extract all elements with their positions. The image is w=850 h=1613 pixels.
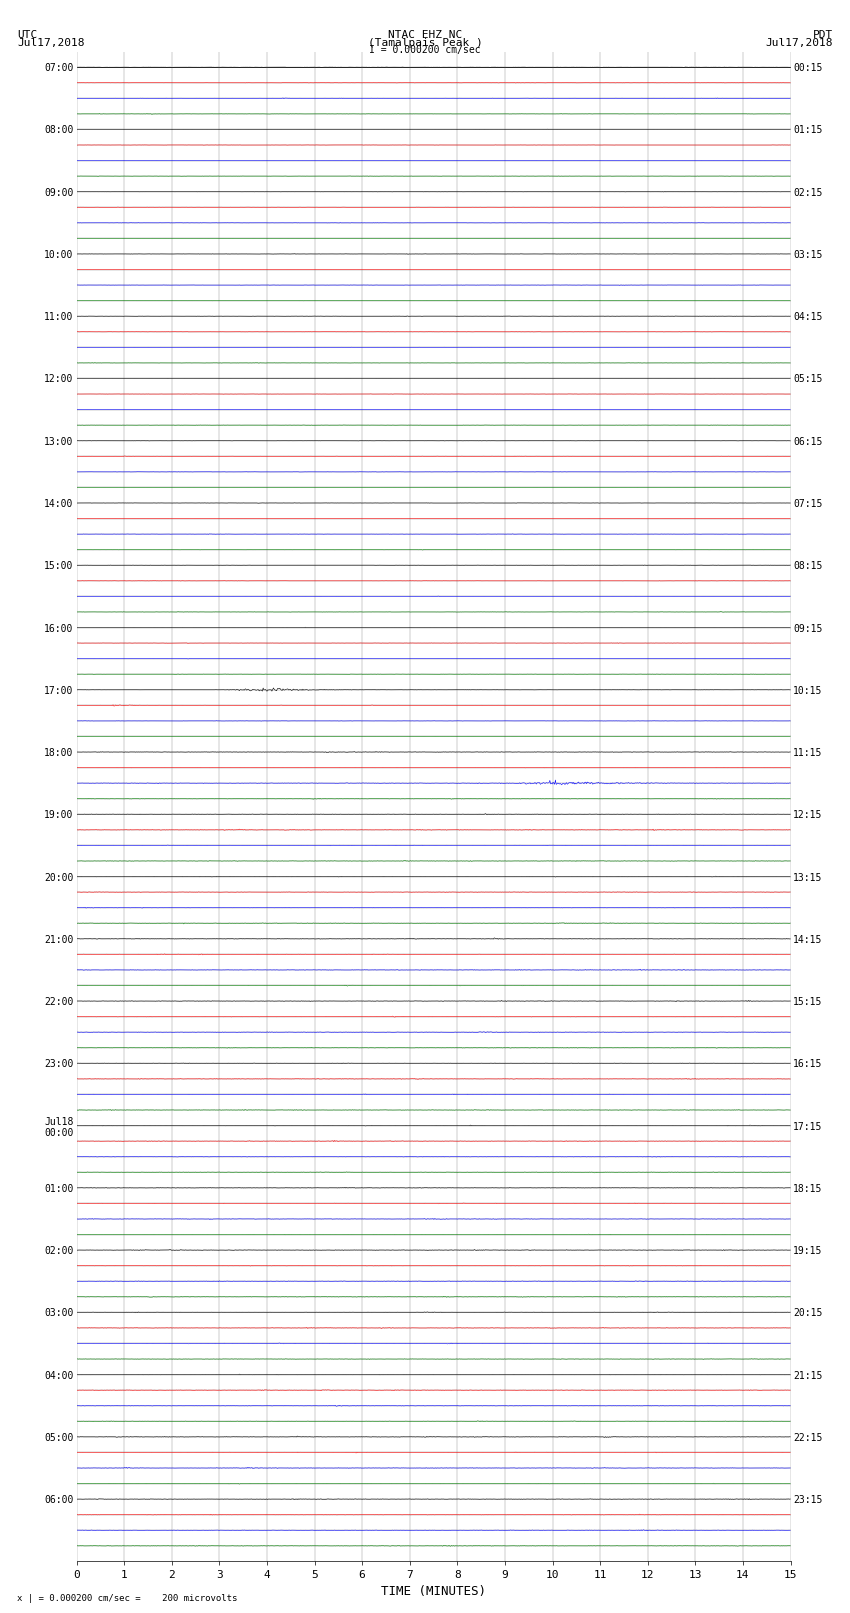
Text: Jul17,2018: Jul17,2018: [766, 37, 833, 47]
Text: x | = 0.000200 cm/sec =    200 microvolts: x | = 0.000200 cm/sec = 200 microvolts: [17, 1594, 237, 1603]
Text: (Tamalpais Peak ): (Tamalpais Peak ): [367, 37, 483, 47]
Text: I = 0.000200 cm/sec: I = 0.000200 cm/sec: [369, 45, 481, 55]
Text: Jul17,2018: Jul17,2018: [17, 37, 84, 47]
Text: UTC: UTC: [17, 29, 37, 39]
Text: PDT: PDT: [813, 29, 833, 39]
Text: NTAC EHZ NC: NTAC EHZ NC: [388, 29, 462, 39]
X-axis label: TIME (MINUTES): TIME (MINUTES): [381, 1584, 486, 1597]
